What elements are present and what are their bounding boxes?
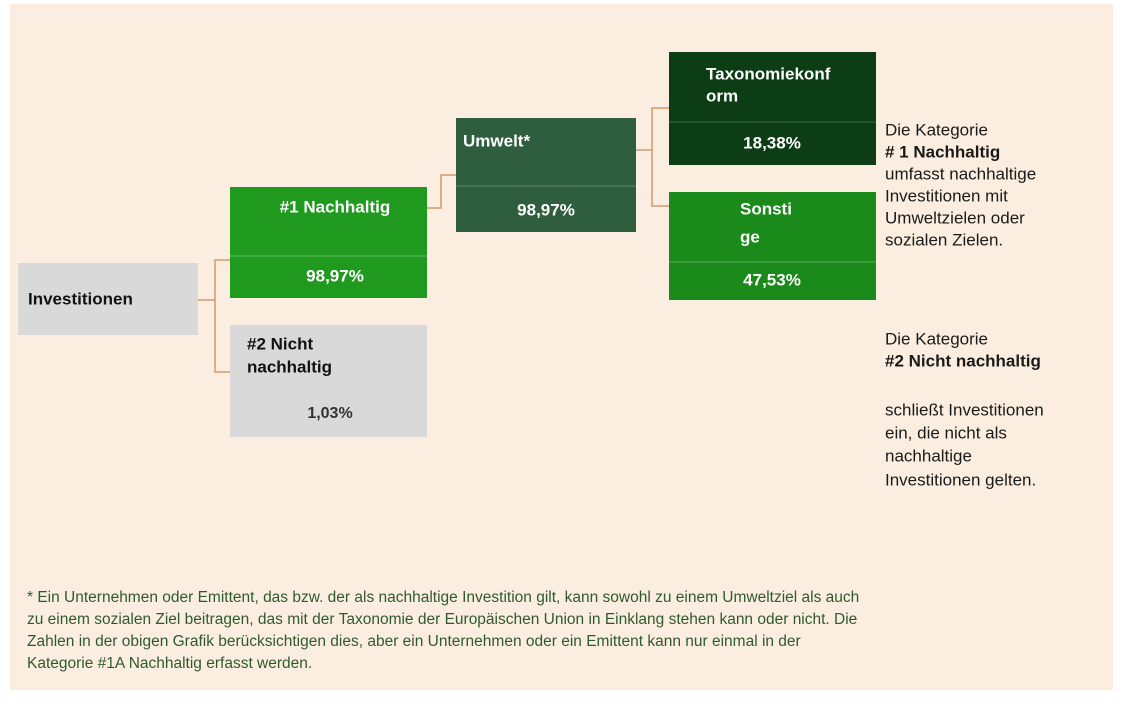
connector: [198, 259, 230, 373]
note-text: nachhaltige: [885, 446, 972, 465]
node-value: 47,53%: [743, 270, 801, 289]
note-text: Investitionen gelten.: [885, 470, 1036, 489]
node-label: #1 Nachhaltig: [280, 197, 391, 216]
node-value: 18,38%: [743, 133, 801, 152]
node-value: 98,97%: [306, 266, 364, 285]
note-text: #2 Nicht nachhaltig: [885, 351, 1041, 370]
node-label: nachhaltig: [247, 357, 332, 376]
note-text: # 1 Nachhaltig: [885, 142, 1000, 161]
node-box: [669, 52, 876, 165]
note-text: schließt Investitionen: [885, 400, 1044, 419]
node-label: Taxonomiekonf: [706, 64, 831, 83]
node-box: [230, 187, 427, 298]
node-box: [230, 325, 427, 437]
note-text: Die Kategorie: [885, 120, 988, 139]
note-text: ein, die nicht als: [885, 423, 1007, 442]
node-label: Investitionen: [28, 289, 133, 308]
footnote: zu einem sozialen Ziel beitragen, das mi…: [27, 611, 857, 628]
note-text: Investitionen mit: [885, 186, 1008, 205]
node-label: ge: [740, 227, 760, 246]
node-label: Sonsti: [740, 199, 792, 218]
footnote: Kategorie #1A Nachhaltig erfasst werden.: [27, 655, 312, 672]
node-label: #2 Nicht: [247, 334, 313, 353]
note-text: sozialen Zielen.: [885, 230, 1003, 249]
node-value: 98,97%: [517, 200, 575, 219]
node-value: 1,03%: [307, 405, 352, 422]
connector: [427, 174, 456, 209]
note-text: Die Kategorie: [885, 329, 988, 348]
connector: [636, 107, 669, 207]
node-label: orm: [706, 86, 738, 105]
node-box: [18, 263, 198, 335]
node-box: [456, 118, 636, 232]
note-text: umfasst nachhaltige: [885, 164, 1036, 183]
node-box: [669, 192, 876, 300]
node-label: Umwelt*: [463, 131, 530, 150]
note-text: Umweltzielen oder: [885, 208, 1025, 227]
footnote: Zahlen in der obigen Grafik berücksichti…: [27, 633, 801, 650]
footnote: * Ein Unternehmen oder Emittent, das bzw…: [27, 589, 859, 606]
